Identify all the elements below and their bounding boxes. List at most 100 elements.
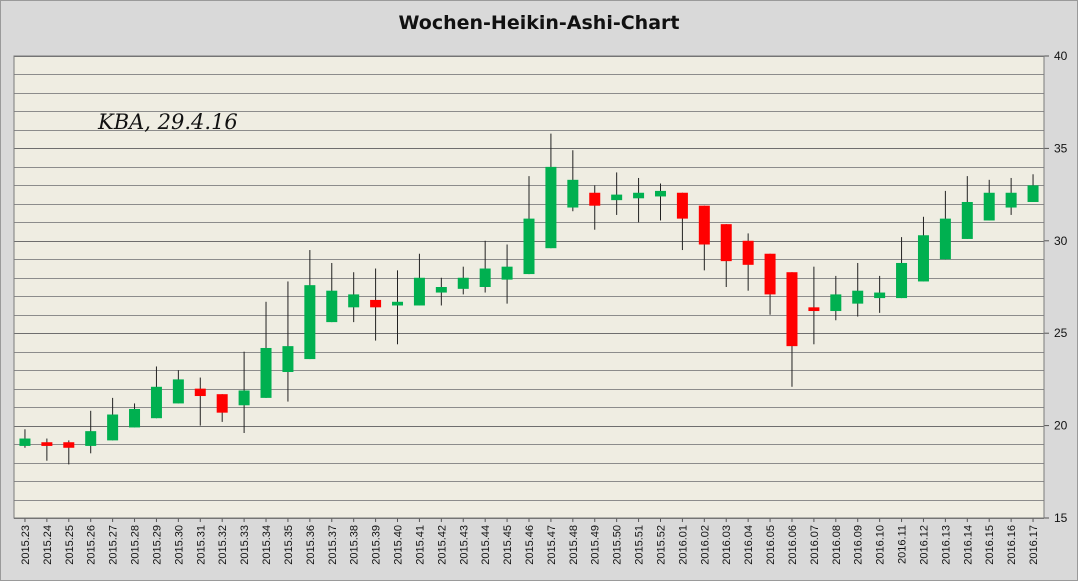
- candle-body-up: [896, 262, 908, 299]
- candle-body-up: [19, 438, 31, 446]
- candle-body-up: [282, 346, 294, 373]
- candle-body-up: [348, 294, 360, 308]
- x-tick-label: 2016.15: [984, 525, 996, 565]
- candle-body-up: [1027, 185, 1039, 202]
- x-axis-ticks: 2015.23 2015.24 2015.25 2015.26 2015.27 2015.…: [20, 518, 1040, 565]
- candle-body-up: [917, 235, 929, 282]
- candle-body-up: [567, 179, 579, 208]
- candle-bodies: [19, 166, 1039, 448]
- x-tick-label: 2015.42: [436, 525, 448, 565]
- x-tick-label: 2015.29: [151, 525, 163, 565]
- x-tick-label: 2016.06: [787, 525, 799, 565]
- plot-area: [14, 56, 1044, 518]
- candle-body-up: [413, 277, 425, 306]
- x-tick-label: 2016.01: [677, 525, 689, 565]
- candle-body-up: [654, 190, 666, 197]
- x-tick-label: 2015.24: [42, 525, 54, 565]
- x-tick-label: 2015.51: [634, 525, 646, 565]
- candle-body-up: [961, 201, 973, 239]
- x-tick-label: 2015.31: [195, 525, 207, 565]
- candle-body-up: [260, 347, 272, 398]
- y-tick-label: 15: [1054, 511, 1068, 525]
- candle-body-up: [129, 408, 141, 428]
- candle-body-up: [392, 301, 404, 306]
- x-tick-label: 2016.14: [962, 525, 974, 565]
- candle-body-up: [326, 290, 338, 323]
- x-tick-label: 2015.46: [524, 525, 536, 565]
- x-tick-label: 2015.27: [108, 525, 120, 565]
- y-tick-label: 20: [1054, 419, 1068, 433]
- y-axis-ticks: 15 20 25 30 35 40: [1044, 49, 1068, 525]
- x-tick-label: 2016.10: [875, 525, 887, 565]
- candle-body-up: [457, 277, 469, 289]
- y-tick-label: 25: [1054, 326, 1068, 340]
- candle-body-up: [304, 285, 316, 360]
- x-tick-label: 2015.34: [261, 525, 273, 565]
- x-tick-label: 2015.52: [655, 525, 667, 565]
- x-tick-label: 2016.11: [897, 525, 909, 564]
- candle-body-up: [874, 292, 886, 299]
- candle-body-up: [545, 166, 557, 249]
- candle-body-down: [742, 240, 754, 265]
- x-tick-label: 2015.43: [458, 525, 470, 565]
- x-tick-label: 2016.13: [940, 525, 952, 565]
- x-tick-label: 2015.32: [217, 525, 229, 565]
- x-tick-label: 2015.30: [173, 525, 185, 565]
- x-tick-label: 2016.12: [918, 525, 930, 565]
- x-tick-label: 2015.47: [546, 525, 558, 565]
- x-tick-label: 2015.26: [86, 525, 98, 565]
- candle-body-up: [1005, 192, 1017, 208]
- candle-body-up: [238, 390, 250, 406]
- candle-body-up: [107, 414, 119, 441]
- candle-body-down: [370, 299, 382, 308]
- x-tick-label: 2015.44: [480, 525, 492, 565]
- candle-body-down: [589, 192, 601, 206]
- plot-border: [13, 55, 1045, 519]
- candle-body-up: [501, 266, 513, 280]
- x-tick-label: 2015.41: [414, 525, 426, 565]
- x-tick-label: 2016.04: [743, 525, 755, 565]
- candle-body-down: [41, 442, 53, 446]
- x-tick-label: 2015.38: [349, 525, 361, 565]
- x-tick-label: 2015.33: [239, 525, 251, 565]
- candle-body-up: [523, 218, 535, 275]
- candle-body-down: [216, 394, 228, 413]
- candle-body-up: [633, 192, 645, 199]
- candle-body-up: [939, 218, 951, 260]
- x-tick-label: 2016.05: [765, 525, 777, 565]
- x-tick-label: 2015.49: [590, 525, 602, 565]
- x-tick-label: 2016.07: [809, 525, 821, 565]
- candle-body-down: [764, 253, 776, 295]
- candle-body-up: [85, 431, 97, 446]
- x-tick-label: 2016.02: [699, 525, 711, 565]
- x-tick-label: 2016.17: [1028, 525, 1040, 565]
- candle-body-up: [852, 290, 864, 304]
- y-tick-label: 40: [1054, 49, 1068, 63]
- x-tick-label: 2015.28: [130, 525, 142, 565]
- x-tick-label: 2015.35: [283, 525, 295, 565]
- candle-body-down: [676, 192, 688, 219]
- candle-body-down: [194, 388, 206, 397]
- x-tick-label: 2015.25: [64, 525, 76, 565]
- y-tick-label: 30: [1054, 234, 1068, 248]
- chart-annotation: KBA, 29.4.16: [98, 110, 238, 134]
- x-tick-label: 2016.08: [831, 525, 843, 565]
- candle-body-down: [786, 272, 798, 347]
- candle-body-down: [698, 205, 710, 245]
- candle-body-up: [150, 386, 162, 419]
- candle-body-up: [983, 192, 995, 221]
- candle-body-down: [720, 224, 732, 262]
- x-tick-label: 2016.03: [721, 525, 733, 565]
- candle-body-down: [808, 307, 820, 312]
- x-tick-label: 2015.36: [305, 525, 317, 565]
- x-tick-label: 2015.40: [393, 525, 405, 565]
- x-tick-label: 2015.37: [327, 525, 339, 565]
- candle-body-up: [611, 194, 623, 201]
- x-tick-label: 2015.23: [20, 525, 32, 565]
- chart-title: Wochen-Heikin-Ashi-Chart: [398, 12, 680, 34]
- candle-body-up: [830, 294, 842, 312]
- candle-body-up: [435, 287, 447, 293]
- candle-body-down: [63, 442, 75, 448]
- x-tick-label: 2015.39: [371, 525, 383, 565]
